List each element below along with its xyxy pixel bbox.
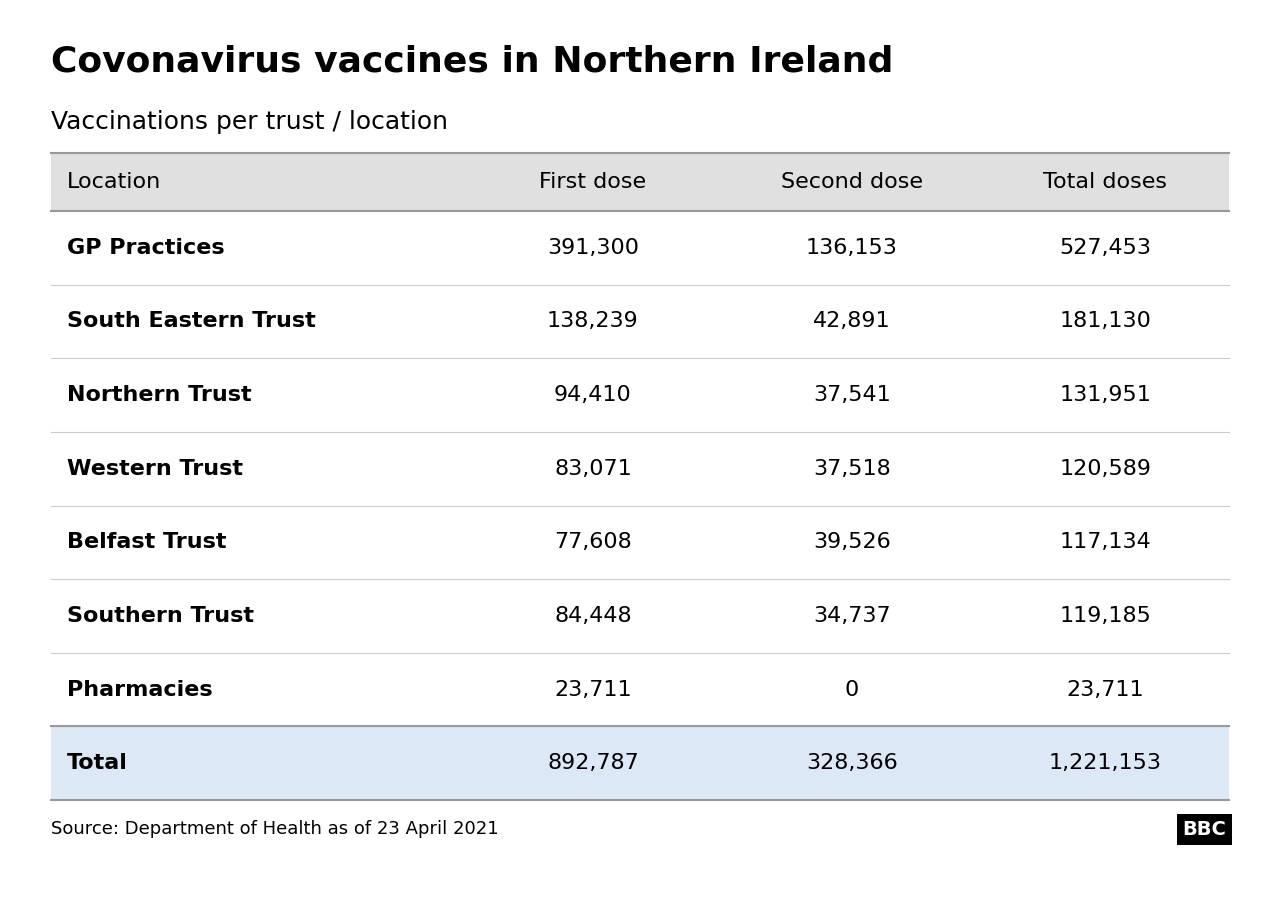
Text: 77,608: 77,608 <box>554 533 632 552</box>
FancyBboxPatch shape <box>51 506 1229 579</box>
Text: Western Trust: Western Trust <box>67 459 243 479</box>
Text: Total doses: Total doses <box>1043 172 1167 192</box>
Text: 181,130: 181,130 <box>1060 312 1151 331</box>
FancyBboxPatch shape <box>51 653 1229 726</box>
Text: Source: Department of Health as of 23 April 2021: Source: Department of Health as of 23 Ap… <box>51 820 499 838</box>
FancyBboxPatch shape <box>51 726 1229 800</box>
Text: 23,711: 23,711 <box>554 680 632 700</box>
Text: Belfast Trust: Belfast Trust <box>67 533 227 552</box>
Text: South Eastern Trust: South Eastern Trust <box>67 312 315 331</box>
Text: 120,589: 120,589 <box>1059 459 1151 479</box>
FancyBboxPatch shape <box>51 211 1229 285</box>
Text: Second dose: Second dose <box>781 172 923 192</box>
Text: 117,134: 117,134 <box>1060 533 1151 552</box>
Text: 1,221,153: 1,221,153 <box>1048 753 1162 773</box>
FancyBboxPatch shape <box>51 579 1229 653</box>
Text: First dose: First dose <box>539 172 646 192</box>
Text: 892,787: 892,787 <box>547 753 639 773</box>
Text: 84,448: 84,448 <box>554 606 632 626</box>
Text: BBC: BBC <box>1183 820 1226 839</box>
Text: Northern Trust: Northern Trust <box>67 385 251 405</box>
Text: 138,239: 138,239 <box>547 312 639 331</box>
Text: Covonavirus vaccines in Northern Ireland: Covonavirus vaccines in Northern Ireland <box>51 45 893 79</box>
Text: 37,518: 37,518 <box>813 459 891 479</box>
Text: 37,541: 37,541 <box>813 385 891 405</box>
Text: 136,153: 136,153 <box>806 238 897 258</box>
Text: 391,300: 391,300 <box>547 238 639 258</box>
FancyBboxPatch shape <box>51 432 1229 506</box>
Text: 527,453: 527,453 <box>1059 238 1151 258</box>
Text: 39,526: 39,526 <box>813 533 891 552</box>
Text: 94,410: 94,410 <box>554 385 632 405</box>
Text: Vaccinations per trust / location: Vaccinations per trust / location <box>51 110 448 134</box>
FancyBboxPatch shape <box>51 285 1229 358</box>
Text: Southern Trust: Southern Trust <box>67 606 253 626</box>
Text: 0: 0 <box>845 680 859 700</box>
FancyBboxPatch shape <box>51 358 1229 432</box>
Text: 328,366: 328,366 <box>806 753 897 773</box>
Text: 119,185: 119,185 <box>1060 606 1151 626</box>
FancyBboxPatch shape <box>51 153 1229 211</box>
Text: 131,951: 131,951 <box>1060 385 1151 405</box>
Text: 34,737: 34,737 <box>813 606 891 626</box>
Text: Location: Location <box>67 172 161 192</box>
Text: GP Practices: GP Practices <box>67 238 224 258</box>
Text: Pharmacies: Pharmacies <box>67 680 212 700</box>
Text: 42,891: 42,891 <box>813 312 891 331</box>
Text: Total: Total <box>67 753 128 773</box>
Text: 83,071: 83,071 <box>554 459 632 479</box>
Text: 23,711: 23,711 <box>1066 680 1144 700</box>
